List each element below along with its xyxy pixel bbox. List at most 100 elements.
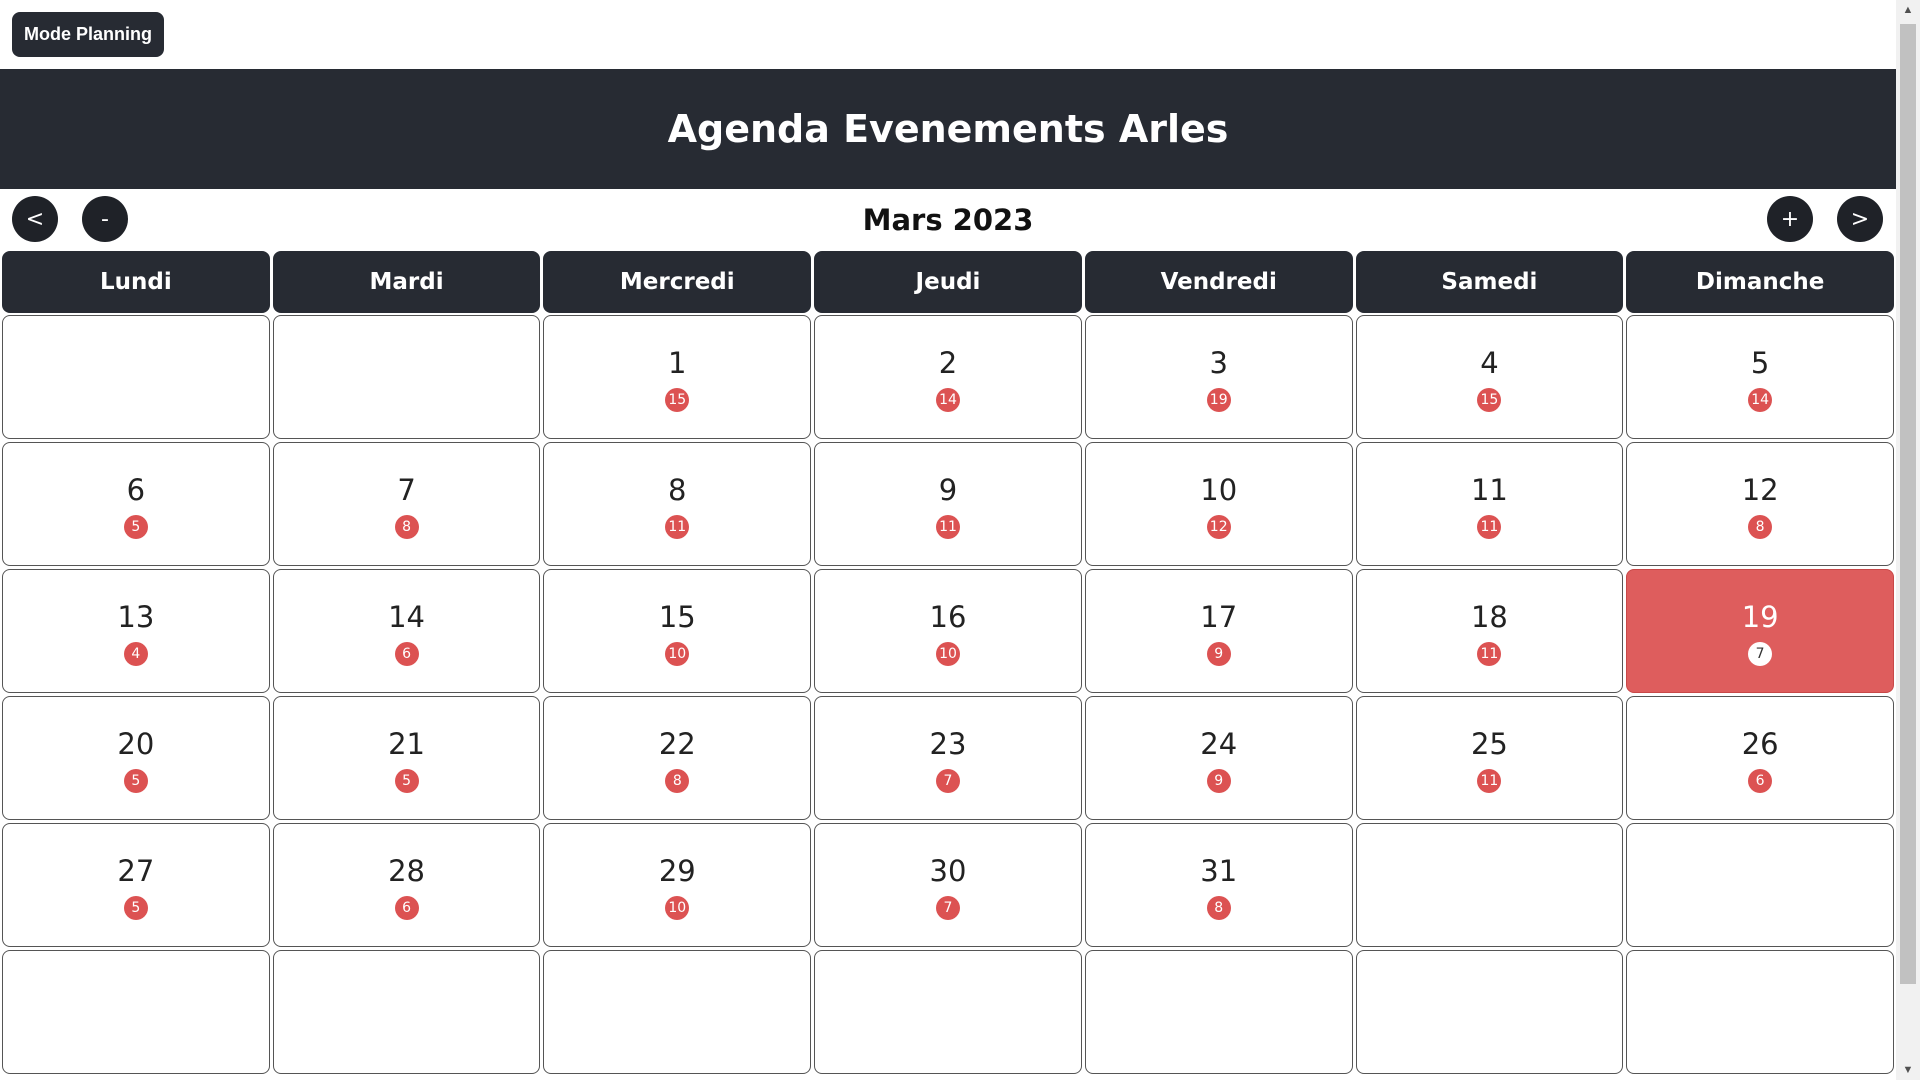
day-number: 3 [1209, 346, 1228, 380]
event-count-badge: 5 [123, 769, 148, 793]
weekday-wednesday: Mercredi [543, 251, 812, 313]
calendar-day[interactable]: 12 8 [1626, 442, 1894, 566]
previous-month-button[interactable]: < [12, 196, 58, 242]
day-number: 13 [117, 600, 155, 634]
event-count-badge: 19 [1206, 388, 1231, 412]
day-number: 22 [658, 727, 696, 761]
day-number: 24 [1200, 727, 1238, 761]
calendar-day[interactable]: 30 7 [814, 823, 1082, 947]
calendar-day[interactable]: 13 4 [2, 569, 270, 693]
calendar-day[interactable]: 29 10 [543, 823, 812, 947]
day-number: 20 [117, 727, 155, 761]
calendar-day[interactable]: 18 11 [1355, 569, 1624, 693]
calendar-grid: 1 15 2 14 3 19 4 15 5 14 6 5 7 8 8 11 9 11 10 12 11 11 12 8 13 4 1… [2, 315, 1894, 1074]
calendar-day[interactable]: 19 7 [1626, 569, 1894, 693]
day-number: 21 [388, 727, 426, 761]
day-number: 19 [1741, 600, 1779, 634]
event-count-badge: 11 [935, 515, 960, 539]
event-count-badge: 11 [1477, 769, 1502, 793]
day-number: 23 [929, 727, 967, 761]
calendar-day[interactable]: 4 15 [1355, 315, 1624, 439]
calendar-day[interactable]: 24 9 [1084, 696, 1353, 820]
calendar-day[interactable]: 1 15 [543, 315, 812, 439]
event-count-badge: 11 [1477, 642, 1502, 666]
weekday-tuesday: Mardi [272, 251, 541, 313]
month-title: Mars 2023 [862, 203, 1034, 237]
calendar-day[interactable]: 3 19 [1084, 315, 1353, 439]
event-count-badge: 9 [1206, 642, 1231, 666]
calendar-day[interactable]: 11 11 [1355, 442, 1624, 566]
day-number: 27 [117, 854, 155, 888]
calendar-day[interactable]: 31 8 [1084, 823, 1353, 947]
triangle-down-icon[interactable]: ▼ [1902, 1064, 1914, 1076]
event-count-badge: 7 [1748, 642, 1773, 666]
weekday-friday: Vendredi [1084, 251, 1353, 313]
day-number: 16 [929, 600, 967, 634]
calendar-day[interactable]: 26 6 [1626, 696, 1894, 820]
scrollbar-thumb[interactable] [1900, 24, 1916, 984]
calendar-day-empty [2, 950, 270, 1074]
day-number: 9 [938, 473, 958, 507]
vertical-scrollbar[interactable]: ▲ ▼ [1896, 0, 1920, 1080]
triangle-up-icon[interactable]: ▲ [1902, 4, 1914, 16]
event-count-badge: 8 [1748, 515, 1773, 539]
day-number: 2 [938, 346, 958, 380]
calendar-day-empty [543, 950, 812, 1074]
calendar-day[interactable]: 20 5 [2, 696, 270, 820]
calendar-day-empty [1355, 950, 1624, 1074]
calendar-day[interactable]: 23 7 [814, 696, 1082, 820]
next-month-button[interactable]: > [1837, 196, 1883, 242]
calendar-day[interactable]: 15 10 [543, 569, 812, 693]
event-count-badge: 11 [1477, 515, 1502, 539]
day-number: 28 [388, 854, 426, 888]
day-number: 15 [658, 600, 696, 634]
event-count-badge: 12 [1206, 515, 1231, 539]
calendar-day[interactable]: 16 10 [814, 569, 1082, 693]
event-count-badge: 6 [1748, 769, 1773, 793]
event-count-badge: 8 [665, 769, 690, 793]
calendar-day-empty [1626, 823, 1894, 947]
calendar-day[interactable]: 9 11 [814, 442, 1082, 566]
calendar-day[interactable]: 21 5 [272, 696, 541, 820]
day-number: 17 [1200, 600, 1238, 634]
day-number: 31 [1200, 854, 1238, 888]
calendar-day[interactable]: 14 6 [272, 569, 541, 693]
day-number: 4 [1480, 346, 1499, 380]
zoom-out-button[interactable]: - [82, 196, 128, 242]
calendar-day[interactable]: 25 11 [1355, 696, 1624, 820]
calendar-day-empty [1084, 950, 1353, 1074]
weekday-monday: Lundi [2, 251, 270, 313]
day-number: 1 [668, 346, 687, 380]
event-count-badge: 10 [665, 642, 690, 666]
month-navigation: < - Mars 2023 + > [0, 195, 1896, 243]
calendar-day[interactable]: 5 14 [1626, 315, 1894, 439]
day-number: 18 [1470, 600, 1508, 634]
zoom-in-button[interactable]: + [1767, 196, 1813, 242]
calendar-day[interactable]: 28 6 [272, 823, 541, 947]
calendar-day-empty [2, 315, 270, 439]
day-number: 12 [1741, 473, 1779, 507]
calendar-day[interactable]: 22 8 [543, 696, 812, 820]
calendar-day[interactable]: 8 11 [543, 442, 812, 566]
day-number: 30 [929, 854, 967, 888]
calendar-day[interactable]: 17 9 [1084, 569, 1353, 693]
event-count-badge: 7 [935, 896, 960, 920]
weekday-sunday: Dimanche [1626, 251, 1894, 313]
event-count-badge: 6 [394, 896, 419, 920]
day-number: 14 [388, 600, 426, 634]
weekday-header-row: Lundi Mardi Mercredi Jeudi Vendredi Same… [2, 251, 1894, 313]
calendar-day[interactable]: 2 14 [814, 315, 1082, 439]
calendar-day-empty [1355, 823, 1624, 947]
day-number: 29 [658, 854, 696, 888]
day-number: 26 [1741, 727, 1779, 761]
calendar-day[interactable]: 10 12 [1084, 442, 1353, 566]
weekday-saturday: Samedi [1355, 251, 1624, 313]
calendar-day-empty [814, 950, 1082, 1074]
calendar-day[interactable]: 27 5 [2, 823, 270, 947]
event-count-badge: 10 [665, 896, 690, 920]
mode-planning-button[interactable]: Mode Planning [12, 12, 164, 57]
event-count-badge: 10 [935, 642, 960, 666]
event-count-badge: 8 [1206, 896, 1231, 920]
